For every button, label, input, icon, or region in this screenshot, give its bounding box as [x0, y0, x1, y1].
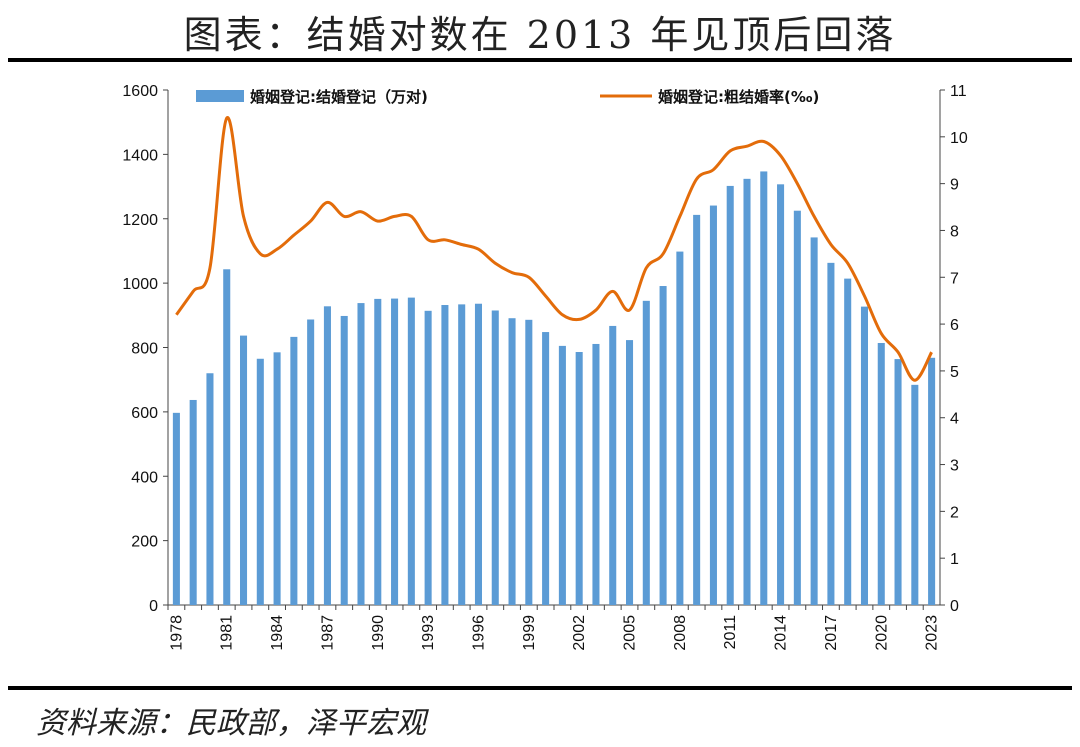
y-right-tick-label: 11 [950, 83, 967, 100]
bar [592, 343, 600, 605]
y-left-tick-label: 200 [131, 534, 158, 551]
bar [659, 286, 667, 605]
x-tick-label: 1990 [370, 615, 387, 651]
bar-series [172, 171, 936, 606]
y-right-tick-label: 7 [950, 270, 959, 287]
y-left-tick-label: 1000 [122, 276, 158, 293]
bar [206, 373, 214, 605]
bar [508, 318, 516, 605]
axes: 0 200 400 600 800 1000 1200 1400 1600 0 1 2 3 4 5 6 7 8 9 1… [122, 83, 967, 651]
y-left-tick-label: 400 [131, 469, 158, 486]
y-right-tick-label: 10 [950, 130, 968, 147]
bar [525, 319, 533, 605]
x-tick-label: 1996 [470, 615, 487, 651]
y-left-tick-label: 1400 [122, 147, 158, 164]
bar [424, 310, 432, 605]
marriage-rate-line [175, 116, 933, 382]
bar [575, 352, 583, 605]
y-right-tick-label: 5 [950, 364, 959, 381]
source-note: 资料来源：民政部，泽平宏观 [36, 706, 426, 741]
legend-bar-swatch [196, 90, 244, 102]
y-right-tick-label: 9 [950, 177, 959, 194]
bar [860, 306, 869, 605]
x-tick-label: 2017 [823, 615, 840, 651]
x-tick-label: 2020 [873, 615, 890, 651]
x-tick-label: 2023 [924, 615, 941, 651]
bar [827, 262, 835, 605]
y-left-tick-label: 1600 [122, 83, 158, 100]
bar [307, 319, 315, 605]
bar [726, 185, 734, 605]
bar [558, 345, 566, 605]
bar [323, 306, 331, 605]
bar [256, 358, 264, 605]
bar [911, 384, 919, 605]
x-tick-label: 1999 [521, 615, 538, 651]
bar [542, 332, 550, 605]
legend: 婚姻登记:结婚登记（万对) 婚姻登记:粗结婚率(‰) [196, 88, 819, 106]
bar [340, 315, 348, 605]
x-tick-label: 1987 [319, 615, 336, 651]
bottom-rule [8, 686, 1072, 690]
chart: 0 200 400 600 800 1000 1200 1400 1600 0 1 2 3 4 5 6 7 8 9 1… [122, 83, 967, 651]
bar [374, 298, 382, 605]
bar [273, 352, 281, 605]
y-right-tick-label: 3 [950, 458, 959, 475]
bar [877, 342, 885, 605]
bar [760, 171, 768, 605]
x-tick-label: 1978 [168, 615, 185, 651]
bar [642, 300, 650, 605]
bar [810, 237, 818, 605]
y-right-tick-label: 1 [950, 551, 959, 568]
y-right-tick-label: 8 [950, 223, 959, 240]
bar [709, 205, 717, 605]
bar [625, 340, 634, 605]
legend-line-label: 婚姻登记:粗结婚率(‰) [658, 88, 819, 106]
y-right-tick-label: 4 [950, 411, 959, 428]
x-tick-label: 2011 [722, 615, 739, 650]
line-series [175, 116, 933, 382]
x-tick-label: 2008 [672, 615, 689, 651]
x-tick-label: 2002 [571, 615, 588, 651]
bar [793, 210, 801, 605]
y-left-tick-label: 800 [131, 341, 158, 358]
bar [474, 303, 483, 605]
bar [777, 184, 785, 605]
top-rule [8, 58, 1072, 62]
bar [290, 336, 298, 605]
y-right-tick-label: 6 [950, 317, 959, 334]
bar [894, 359, 902, 605]
x-tick-label: 1984 [269, 615, 286, 651]
x-tick-label: 1981 [219, 615, 236, 651]
bar [609, 325, 617, 605]
bar [239, 335, 248, 605]
x-tick-label: 2005 [622, 615, 639, 651]
bar [357, 303, 365, 605]
legend-bar-label: 婚姻登记:结婚登记（万对) [250, 88, 428, 106]
bar [676, 251, 684, 606]
bar [458, 304, 466, 605]
bar [491, 310, 499, 605]
bar [844, 278, 852, 605]
y-left-tick-label: 0 [149, 598, 158, 615]
y-left-tick-label: 1200 [122, 212, 158, 229]
y-right-tick-label: 2 [950, 504, 959, 521]
x-tick-label: 2014 [773, 615, 790, 651]
chart-title: 图表：结婚对数在 2013 年见顶后回落 [183, 13, 897, 57]
bar [928, 357, 936, 605]
bar [407, 297, 415, 605]
bar [743, 178, 751, 605]
x-tick-label: 1993 [420, 615, 437, 651]
bar [223, 269, 231, 605]
bar [172, 412, 180, 605]
bar [189, 399, 197, 605]
bar [441, 305, 449, 605]
y-right-tick-label: 0 [950, 598, 959, 615]
bar [693, 214, 701, 605]
bar [391, 298, 399, 605]
y-left-tick-label: 600 [131, 405, 158, 422]
